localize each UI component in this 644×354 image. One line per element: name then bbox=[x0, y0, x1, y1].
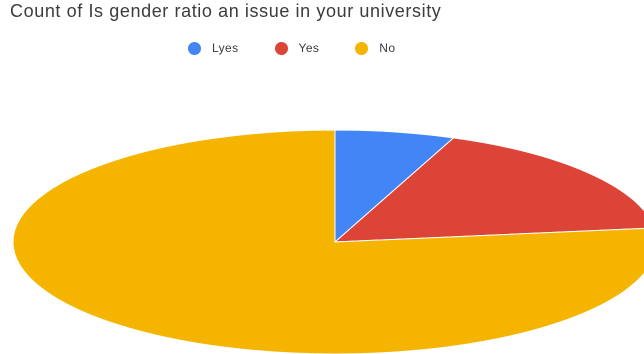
legend-item-no: No bbox=[355, 41, 395, 55]
legend-swatch-lyes bbox=[188, 41, 201, 55]
legend-item-lyes: Lyes bbox=[188, 41, 239, 55]
chart-title: Count of Is gender ratio an issue in you… bbox=[10, 1, 442, 21]
legend-item-yes: Yes bbox=[274, 41, 320, 55]
chart-legend: Lyes Yes No bbox=[188, 41, 431, 55]
legend-label-no: No bbox=[379, 41, 396, 55]
pie-slice-no bbox=[12, 129, 644, 354]
legend-label-lyes: Lyes bbox=[212, 41, 239, 55]
legend-swatch-yes bbox=[274, 41, 288, 55]
legend-label-yes: Yes bbox=[298, 41, 320, 55]
legend-swatch-no bbox=[355, 41, 369, 55]
pie-slice-lyes bbox=[334, 129, 455, 244]
pie-slice-yes bbox=[333, 137, 644, 243]
